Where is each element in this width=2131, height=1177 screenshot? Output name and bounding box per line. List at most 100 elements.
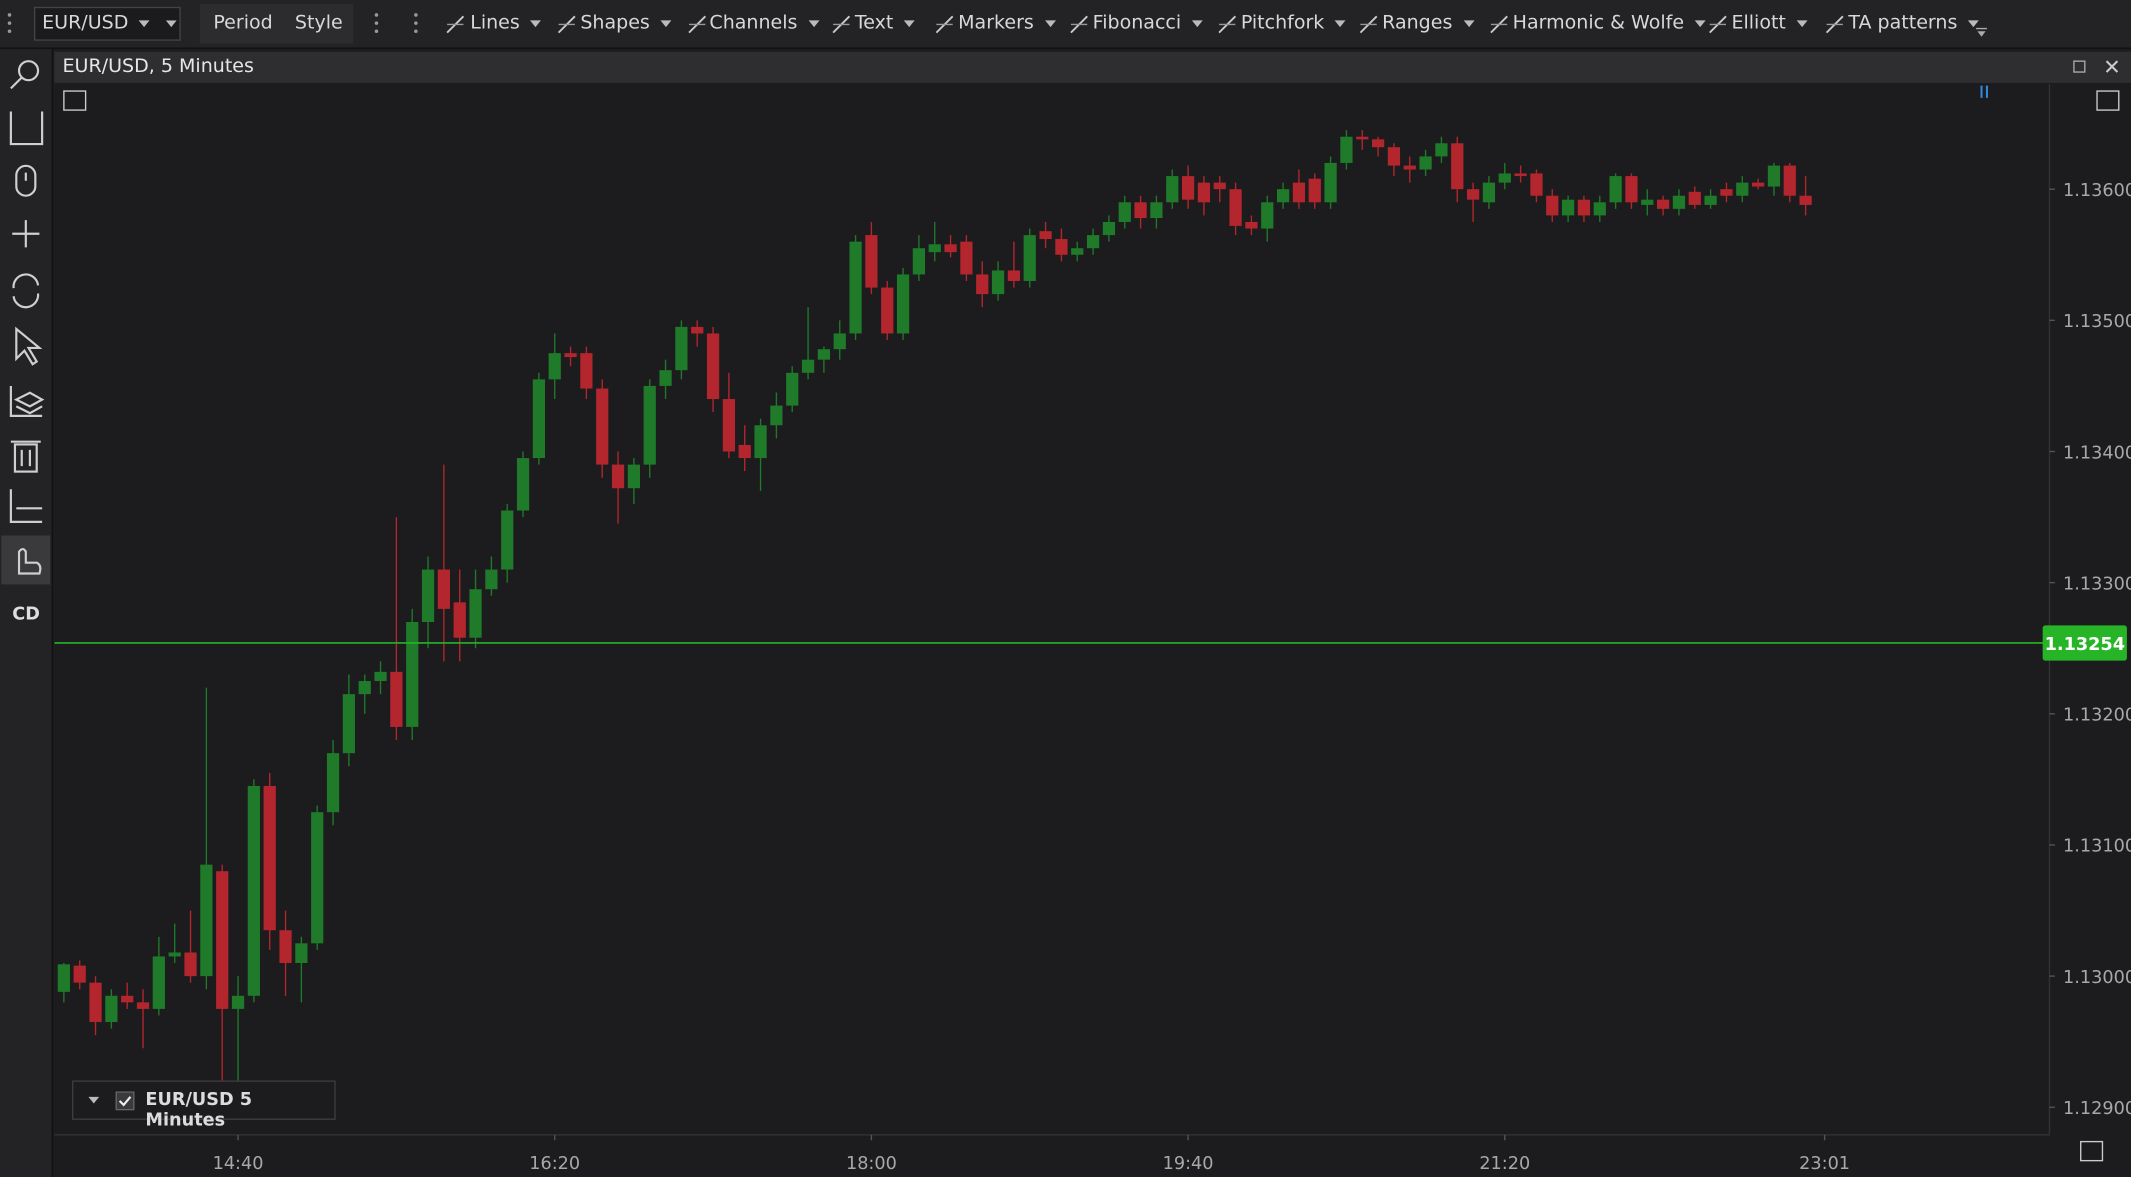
candle-body xyxy=(1324,162,1337,203)
candle-body xyxy=(881,287,894,334)
candle-body xyxy=(247,785,260,996)
candle-body xyxy=(501,510,514,570)
hand-icon[interactable] xyxy=(17,547,42,575)
candle-body xyxy=(374,671,387,682)
candle-body xyxy=(532,379,546,459)
tool-icon xyxy=(1218,15,1237,34)
refresh-icon[interactable] xyxy=(12,273,40,309)
legend: EUR/USD 5 Minutes xyxy=(72,1080,336,1131)
legend-arrow[interactable] xyxy=(88,1096,100,1105)
candle-body xyxy=(960,241,973,275)
tool-button[interactable]: Text xyxy=(854,12,916,34)
candle-body xyxy=(1498,173,1511,183)
restore-button[interactable] xyxy=(2073,60,2086,73)
candle-body xyxy=(485,569,498,590)
candle-body xyxy=(675,326,688,371)
grip xyxy=(374,13,379,34)
candle-body xyxy=(168,952,181,957)
candle-body xyxy=(1451,143,1464,190)
panel-toggle[interactable] xyxy=(63,90,87,111)
candle-body xyxy=(786,372,799,406)
tool-button[interactable]: TA patterns xyxy=(1848,12,1980,34)
candle-body xyxy=(437,569,450,609)
tool-button[interactable]: Harmonic & Wolfe xyxy=(1512,12,1706,34)
x-tick-label: 21:20 xyxy=(1479,1154,1530,1174)
tool-button[interactable]: Markers xyxy=(958,12,1056,34)
candle-body xyxy=(1229,189,1242,226)
candle-body xyxy=(1546,195,1559,216)
candle-body xyxy=(976,274,989,295)
candle-body xyxy=(216,871,229,1009)
tool-icon xyxy=(446,15,465,34)
candle-body xyxy=(627,464,641,489)
tool-button[interactable]: Pitchfork xyxy=(1240,12,1347,34)
candle-body xyxy=(1213,182,1226,190)
y-tick-label: 1.13500 xyxy=(2063,312,2131,332)
candle-body xyxy=(1039,231,1052,240)
cd-button[interactable]: CD xyxy=(12,604,40,626)
candle-body xyxy=(1102,221,1116,236)
candle-body xyxy=(105,995,118,1023)
candle-body xyxy=(279,930,292,964)
y-tick-label: 1.13000 xyxy=(2063,968,2131,988)
panel-toggle[interactable] xyxy=(2096,90,2120,111)
search-icon[interactable] xyxy=(10,60,40,90)
tool-button[interactable]: Ranges xyxy=(1382,12,1474,34)
panel-toggle[interactable] xyxy=(2080,1140,2104,1162)
candle-body xyxy=(1720,189,1733,196)
candle-body xyxy=(770,405,783,426)
candle-body xyxy=(1561,199,1575,216)
legend-checkbox[interactable] xyxy=(115,1091,135,1111)
candle-body xyxy=(1261,202,1274,229)
tool-icon xyxy=(1709,15,1727,34)
x-tick-label: 18:00 xyxy=(846,1154,897,1174)
trash-icon[interactable] xyxy=(10,440,41,473)
candle-body xyxy=(722,399,736,452)
candle-body xyxy=(1435,143,1448,157)
cursor-icon[interactable] xyxy=(15,326,43,366)
tool-button[interactable]: Fibonacci xyxy=(1092,12,1204,34)
candle-body xyxy=(1150,202,1163,219)
period-button[interactable]: Period xyxy=(213,12,273,34)
candle-body xyxy=(406,621,419,727)
candle-body xyxy=(73,965,86,983)
x-tick-label: 16:20 xyxy=(529,1154,580,1174)
candle-body xyxy=(421,569,435,622)
y-tick-label: 1.12900 xyxy=(2063,1099,2131,1119)
tool-icon xyxy=(557,15,576,34)
y-tick-label: 1.13400 xyxy=(2063,443,2131,463)
layers-icon[interactable] xyxy=(9,385,45,417)
tool-button[interactable]: Shapes xyxy=(580,12,672,34)
candle-body xyxy=(152,956,165,1009)
candle-body xyxy=(1166,176,1179,203)
candle-body xyxy=(121,995,134,1003)
measure-icon[interactable] xyxy=(9,489,43,523)
candle-body xyxy=(1799,195,1812,205)
candle-body xyxy=(1466,189,1480,200)
tool-button[interactable]: Elliott xyxy=(1731,12,1808,34)
mouse-icon[interactable] xyxy=(15,164,37,197)
x-tick-label: 19:40 xyxy=(1163,1154,1214,1174)
tool-icon xyxy=(832,15,851,34)
symbol-select[interactable]: EUR/USD xyxy=(33,6,181,41)
pan-icon[interactable] xyxy=(12,220,40,248)
tool-button[interactable]: Channels xyxy=(709,12,819,34)
crosshair-icon[interactable] xyxy=(9,111,44,146)
candle-body xyxy=(1767,165,1781,187)
candle-body xyxy=(1482,182,1496,203)
candle-body xyxy=(1356,136,1369,140)
overflow-arrow[interactable] xyxy=(1975,27,1989,38)
y-tick-label: 1.13200 xyxy=(2063,706,2131,726)
candle-body xyxy=(1055,239,1068,255)
candle-body xyxy=(1609,176,1622,203)
style-button[interactable]: Style xyxy=(294,12,343,34)
tool-icon xyxy=(1359,15,1378,34)
candle-body xyxy=(89,982,102,1023)
candle-body xyxy=(580,353,593,389)
candle-body xyxy=(342,694,355,754)
close-button[interactable] xyxy=(2105,60,2119,73)
candle-body xyxy=(184,952,197,977)
tool-icon xyxy=(1490,15,1508,34)
pause-icon[interactable] xyxy=(1980,85,1988,98)
tool-button[interactable]: Lines xyxy=(470,12,543,34)
